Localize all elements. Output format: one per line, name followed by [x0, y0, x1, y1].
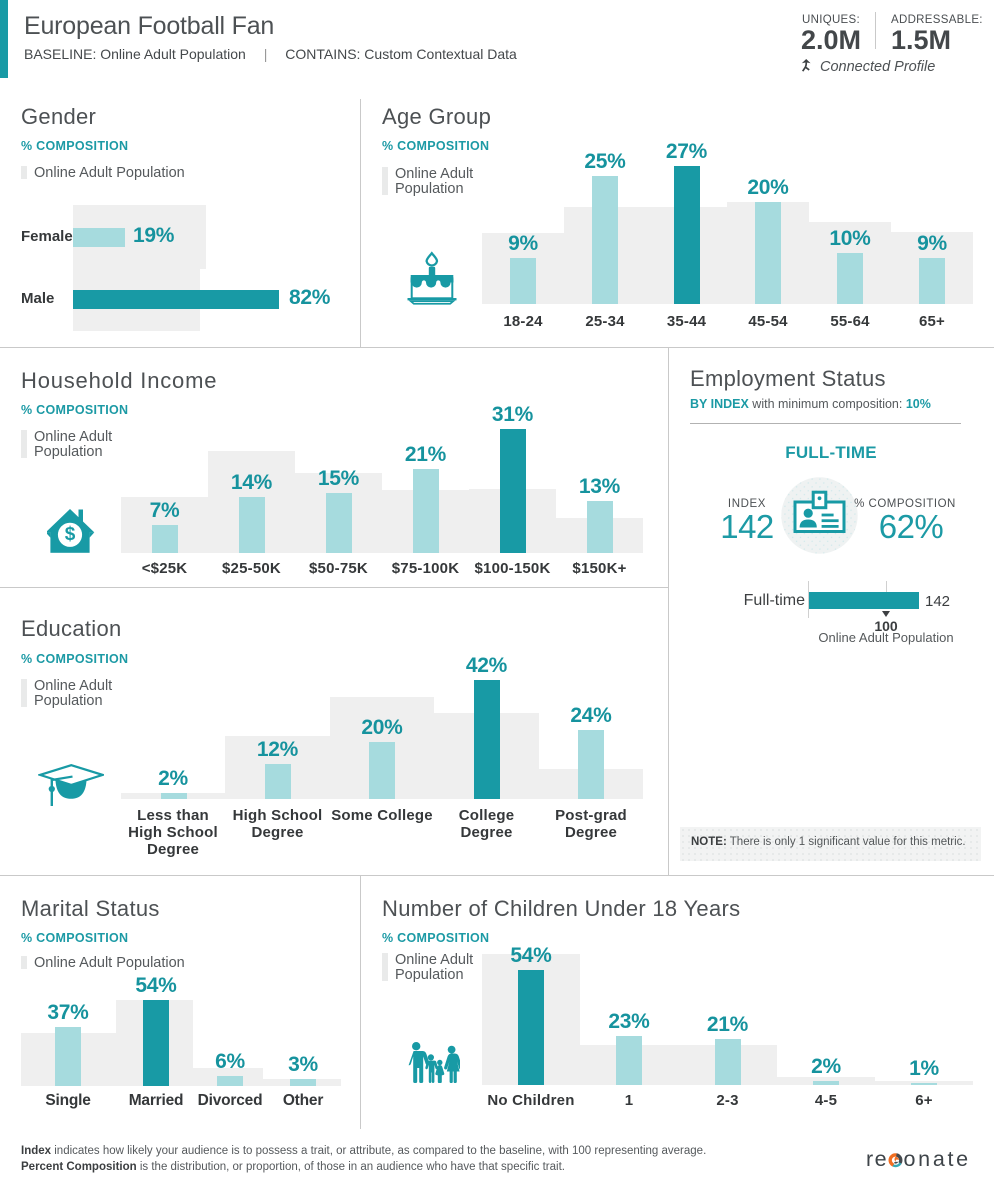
- svg-text:onate: onate: [904, 1147, 971, 1171]
- svg-text:re: re: [866, 1147, 888, 1171]
